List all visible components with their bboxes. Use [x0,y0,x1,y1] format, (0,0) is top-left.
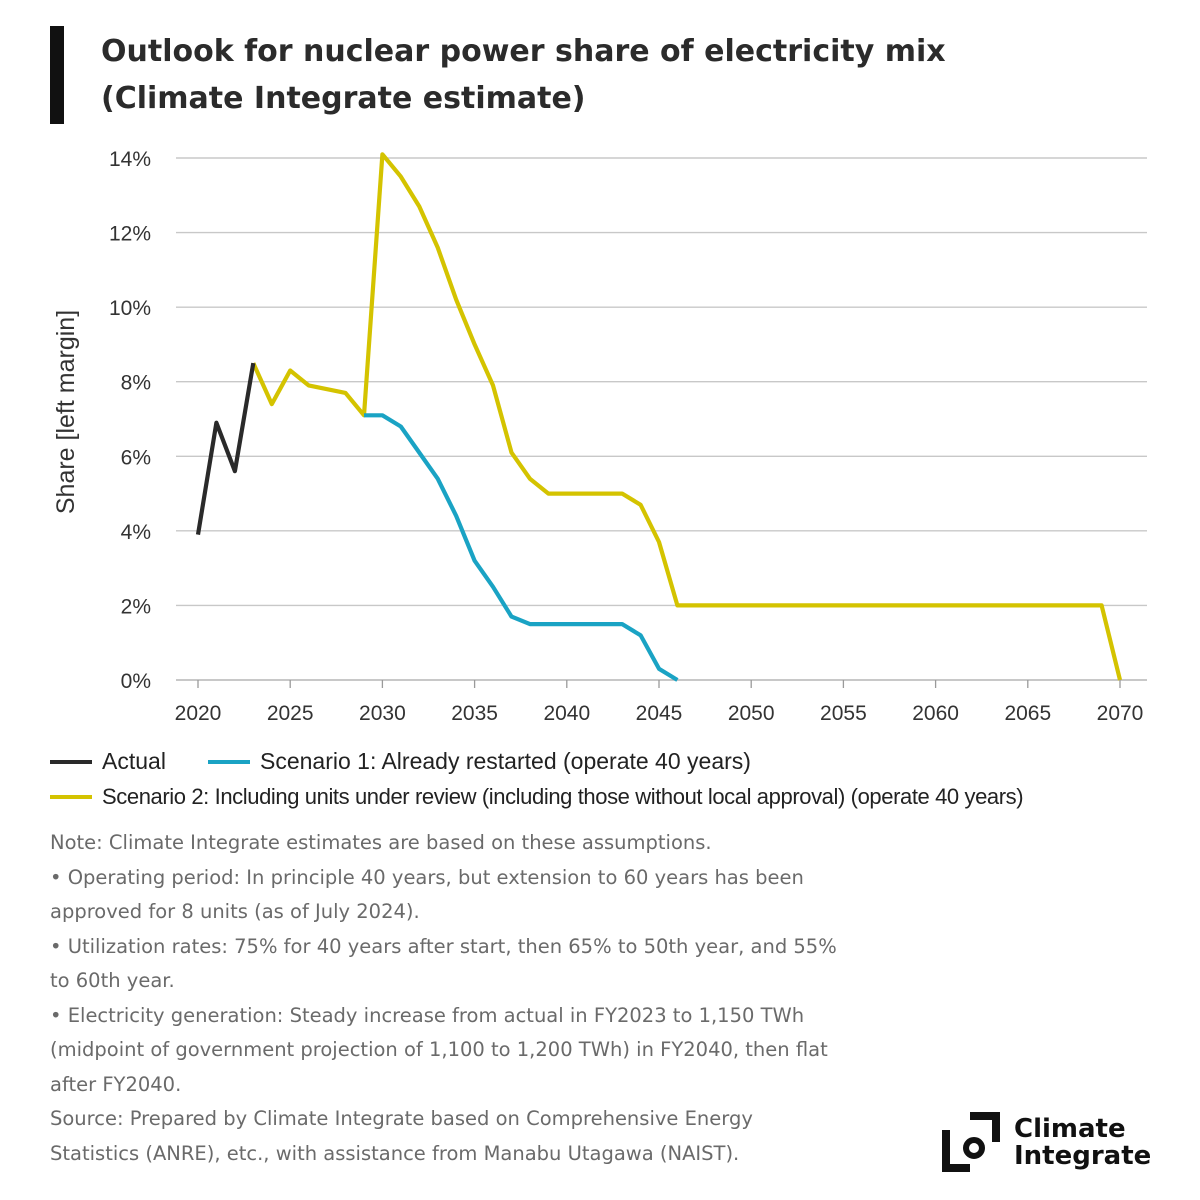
chart-title-line-1: Outlook for nuclear power share of elect… [101,34,946,69]
y-tick-label: 2% [121,595,151,618]
x-tick-label: 2035 [451,702,498,725]
legend-item-actual: Actual [50,748,166,775]
line-chart: 2020 2025 2030 2035 2040 2045 2050 2055 2060 2065… [52,148,1147,725]
chart-title: Outlook for nuclear power share of elect… [101,28,1181,122]
legend-label-scenario-2: Scenario 2: Including units under review… [102,784,1024,809]
y-tick-label: 14% [109,148,151,171]
x-tick-label: 2025 [267,702,314,725]
x-tick-label: 2060 [912,702,959,725]
chart-title-line-2: (Climate Integrate estimate) [101,81,586,116]
source-line: Source: Prepared by Climate Integrate ba… [50,1107,753,1130]
series-line-actual [195,362,256,535]
note-line: Note: Climate Integrate estimates are ba… [50,831,712,854]
series-line-scenario-2 [251,152,1123,681]
legend-label-actual: Actual [102,748,166,774]
climate-integrate-logo: Climate Integrate [940,1112,1151,1174]
x-tick-label: 2045 [636,702,683,725]
legend-item-scenario-2: Scenario 2: Including units under review… [50,784,1024,810]
logo-mark-icon [942,1112,1000,1172]
legend-swatch-scenario-2 [50,795,92,799]
y-tick-label: 10% [109,297,151,320]
note-line: to 60th year. [50,969,175,992]
series-lines [195,152,1123,682]
y-tick-label: 0% [121,670,151,693]
y-tick-label: 12% [109,223,151,246]
x-tick-label: 2070 [1097,702,1144,725]
logo-wordmark: Climate Integrate [1014,1116,1151,1170]
logo-text-line-2: Integrate [1014,1141,1152,1171]
logo-text-line-1: Climate [1014,1114,1126,1144]
y-tick-label: 4% [121,521,151,544]
y-axis: 0% 2% 4% 6% 8% 10% 12% 14% [109,148,151,693]
footnotes: Note: Climate Integrate estimates are ba… [50,826,930,1171]
note-line: • Operating period: In principle 40 year… [50,865,804,889]
note-line: • Electricity generation: Steady increas… [50,1003,805,1027]
legend-swatch-scenario-1 [208,759,250,764]
note-line: • Utilization rates: 75% for 40 years af… [50,934,837,958]
y-tick-label: 6% [121,446,151,469]
x-tick-label: 2040 [543,702,590,725]
note-line: approved for 8 units (as of July 2024). [50,900,420,923]
note-line: (midpoint of government projection of 1,… [50,1038,828,1061]
title-accent-bar [50,26,64,124]
legend-swatch-actual [50,759,92,764]
y-axis-label: Share [left margin] [52,310,80,514]
x-tick-label: 2020 [175,702,222,725]
note-line: after FY2040. [50,1072,182,1096]
grid-lines [176,157,1147,681]
source-line: Statistics (ANRE), etc., with assistance… [50,1141,740,1165]
legend-item-scenario-1: Scenario 1: Already restarted (operate 4… [208,748,751,775]
x-tick-label: 2055 [820,702,867,725]
x-tick-label: 2030 [359,702,406,725]
x-tick-label: 2065 [1004,702,1051,725]
legend-label-scenario-1: Scenario 1: Already restarted (operate 4… [260,748,751,774]
x-axis: 2020 2025 2030 2035 2040 2045 2050 2055 2060 2065… [175,680,1144,725]
y-tick-label: 8% [121,372,151,395]
x-tick-label: 2050 [728,702,775,725]
series-line-scenario-1 [364,413,679,682]
